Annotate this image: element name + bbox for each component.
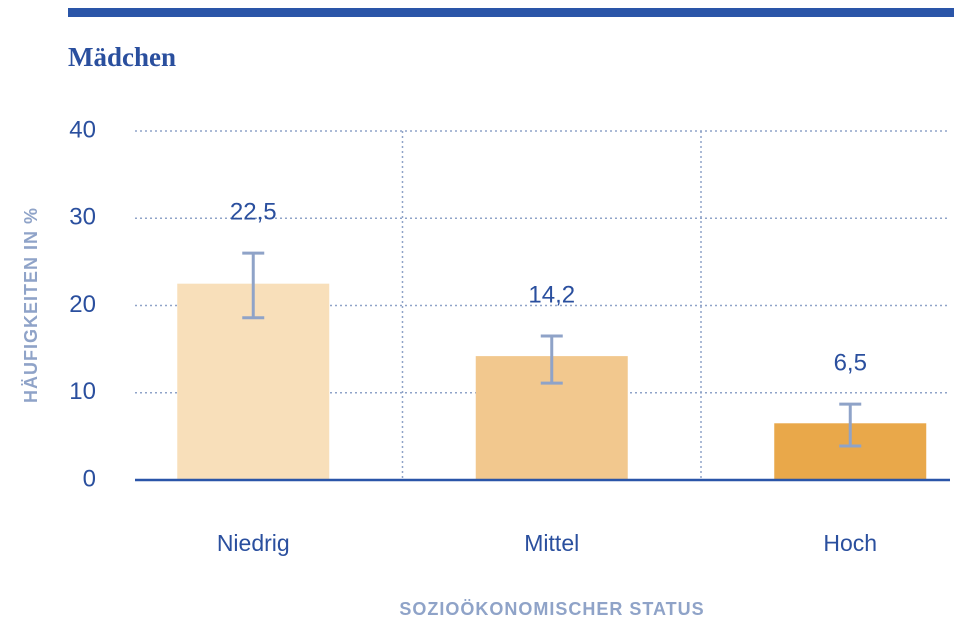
y-tick-label: 20 [69, 291, 96, 318]
y-tick-label: 10 [69, 378, 96, 405]
top-rule [68, 8, 954, 17]
x-tick-label: Hoch [823, 530, 877, 556]
y-axis-label: HÄUFIGKEITEN IN % [21, 207, 41, 403]
x-axis-label: SOZIOÖKONOMISCHER STATUS [399, 599, 704, 619]
y-tick-label: 30 [69, 204, 96, 231]
y-tick-label: 40 [69, 116, 96, 143]
error-bar [540, 334, 563, 385]
value-label: 22,5 [230, 198, 277, 225]
chart-title: Mädchen [68, 42, 176, 72]
value-label: 14,2 [528, 281, 575, 308]
error-bar [839, 402, 862, 448]
value-label: 6,5 [834, 349, 867, 376]
y-tick-label: 0 [83, 465, 96, 492]
x-tick-label: Niedrig [217, 530, 290, 556]
x-tick-label: Mittel [524, 530, 579, 556]
error-bar [242, 251, 265, 320]
